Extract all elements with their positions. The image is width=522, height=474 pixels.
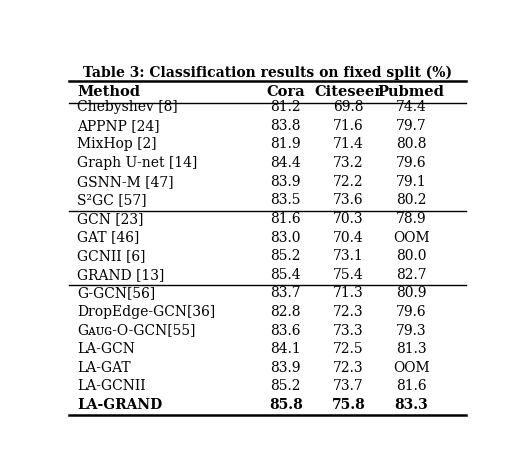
- Text: G-GCN[56]: G-GCN[56]: [77, 286, 156, 301]
- Text: 73.2: 73.2: [333, 156, 364, 170]
- Text: 85.4: 85.4: [270, 268, 301, 282]
- Text: 83.7: 83.7: [270, 286, 301, 301]
- Text: GAT [46]: GAT [46]: [77, 230, 140, 245]
- Text: 73.3: 73.3: [333, 324, 364, 337]
- Text: 78.9: 78.9: [396, 212, 426, 226]
- Text: 72.5: 72.5: [333, 342, 364, 356]
- Text: 83.0: 83.0: [270, 230, 301, 245]
- Text: 81.9: 81.9: [270, 137, 301, 152]
- Text: 84.1: 84.1: [270, 342, 301, 356]
- Text: GCN [23]: GCN [23]: [77, 212, 144, 226]
- Text: Cora: Cora: [266, 84, 305, 99]
- Text: 83.5: 83.5: [270, 193, 301, 207]
- Text: 71.3: 71.3: [333, 286, 364, 301]
- Text: 73.6: 73.6: [333, 193, 364, 207]
- Text: 75.8: 75.8: [331, 398, 365, 412]
- Text: 85.2: 85.2: [270, 249, 301, 263]
- Text: 72.2: 72.2: [333, 175, 364, 189]
- Text: 79.1: 79.1: [396, 175, 426, 189]
- Text: Table 3: Classification results on fixed split (%): Table 3: Classification results on fixed…: [83, 66, 452, 81]
- Text: 85.8: 85.8: [269, 398, 303, 412]
- Text: 80.2: 80.2: [396, 193, 426, 207]
- Text: Graph U-net [14]: Graph U-net [14]: [77, 156, 198, 170]
- Text: 81.2: 81.2: [270, 100, 301, 114]
- Text: 72.3: 72.3: [333, 361, 364, 375]
- Text: 83.8: 83.8: [270, 119, 301, 133]
- Text: 70.3: 70.3: [333, 212, 364, 226]
- Text: 80.8: 80.8: [396, 137, 426, 152]
- Text: LA-GAT: LA-GAT: [77, 361, 131, 375]
- Text: APPNP [24]: APPNP [24]: [77, 119, 160, 133]
- Text: GCNII [6]: GCNII [6]: [77, 249, 146, 263]
- Text: 79.6: 79.6: [396, 156, 426, 170]
- Text: 69.8: 69.8: [333, 100, 364, 114]
- Text: 81.3: 81.3: [396, 342, 426, 356]
- Text: 84.4: 84.4: [270, 156, 301, 170]
- Text: Chebyshev [8]: Chebyshev [8]: [77, 100, 178, 114]
- Text: 81.6: 81.6: [270, 212, 301, 226]
- Text: Gᴀᴜɢ-O-GCN[55]: Gᴀᴜɢ-O-GCN[55]: [77, 324, 196, 337]
- Text: LA-GCNII: LA-GCNII: [77, 380, 146, 393]
- Text: 79.7: 79.7: [396, 119, 426, 133]
- Text: 83.9: 83.9: [270, 361, 301, 375]
- Text: 81.6: 81.6: [396, 380, 426, 393]
- Text: MixHop [2]: MixHop [2]: [77, 137, 157, 152]
- Text: 83.6: 83.6: [270, 324, 301, 337]
- Text: 71.6: 71.6: [333, 119, 364, 133]
- Text: Citeseer: Citeseer: [314, 84, 383, 99]
- Text: 82.7: 82.7: [396, 268, 426, 282]
- Text: 70.4: 70.4: [333, 230, 364, 245]
- Text: LA-GRAND: LA-GRAND: [77, 398, 163, 412]
- Text: 75.4: 75.4: [333, 268, 364, 282]
- Text: Method: Method: [77, 84, 140, 99]
- Text: 73.7: 73.7: [333, 380, 364, 393]
- Text: 85.2: 85.2: [270, 380, 301, 393]
- Text: 71.4: 71.4: [333, 137, 364, 152]
- Text: GRAND [13]: GRAND [13]: [77, 268, 165, 282]
- Text: DropEdge-GCN[36]: DropEdge-GCN[36]: [77, 305, 216, 319]
- Text: 80.0: 80.0: [396, 249, 426, 263]
- Text: 83.3: 83.3: [394, 398, 428, 412]
- Text: 73.1: 73.1: [333, 249, 364, 263]
- Text: 82.8: 82.8: [270, 305, 301, 319]
- Text: LA-GCN: LA-GCN: [77, 342, 135, 356]
- Text: 79.6: 79.6: [396, 305, 426, 319]
- Text: OOM: OOM: [393, 361, 430, 375]
- Text: 80.9: 80.9: [396, 286, 426, 301]
- Text: OOM: OOM: [393, 230, 430, 245]
- Text: Pubmed: Pubmed: [378, 84, 445, 99]
- Text: 74.4: 74.4: [396, 100, 426, 114]
- Text: 83.9: 83.9: [270, 175, 301, 189]
- Text: S²GC [57]: S²GC [57]: [77, 193, 147, 207]
- Text: 79.3: 79.3: [396, 324, 426, 337]
- Text: 72.3: 72.3: [333, 305, 364, 319]
- Text: GSNN-M [47]: GSNN-M [47]: [77, 175, 174, 189]
